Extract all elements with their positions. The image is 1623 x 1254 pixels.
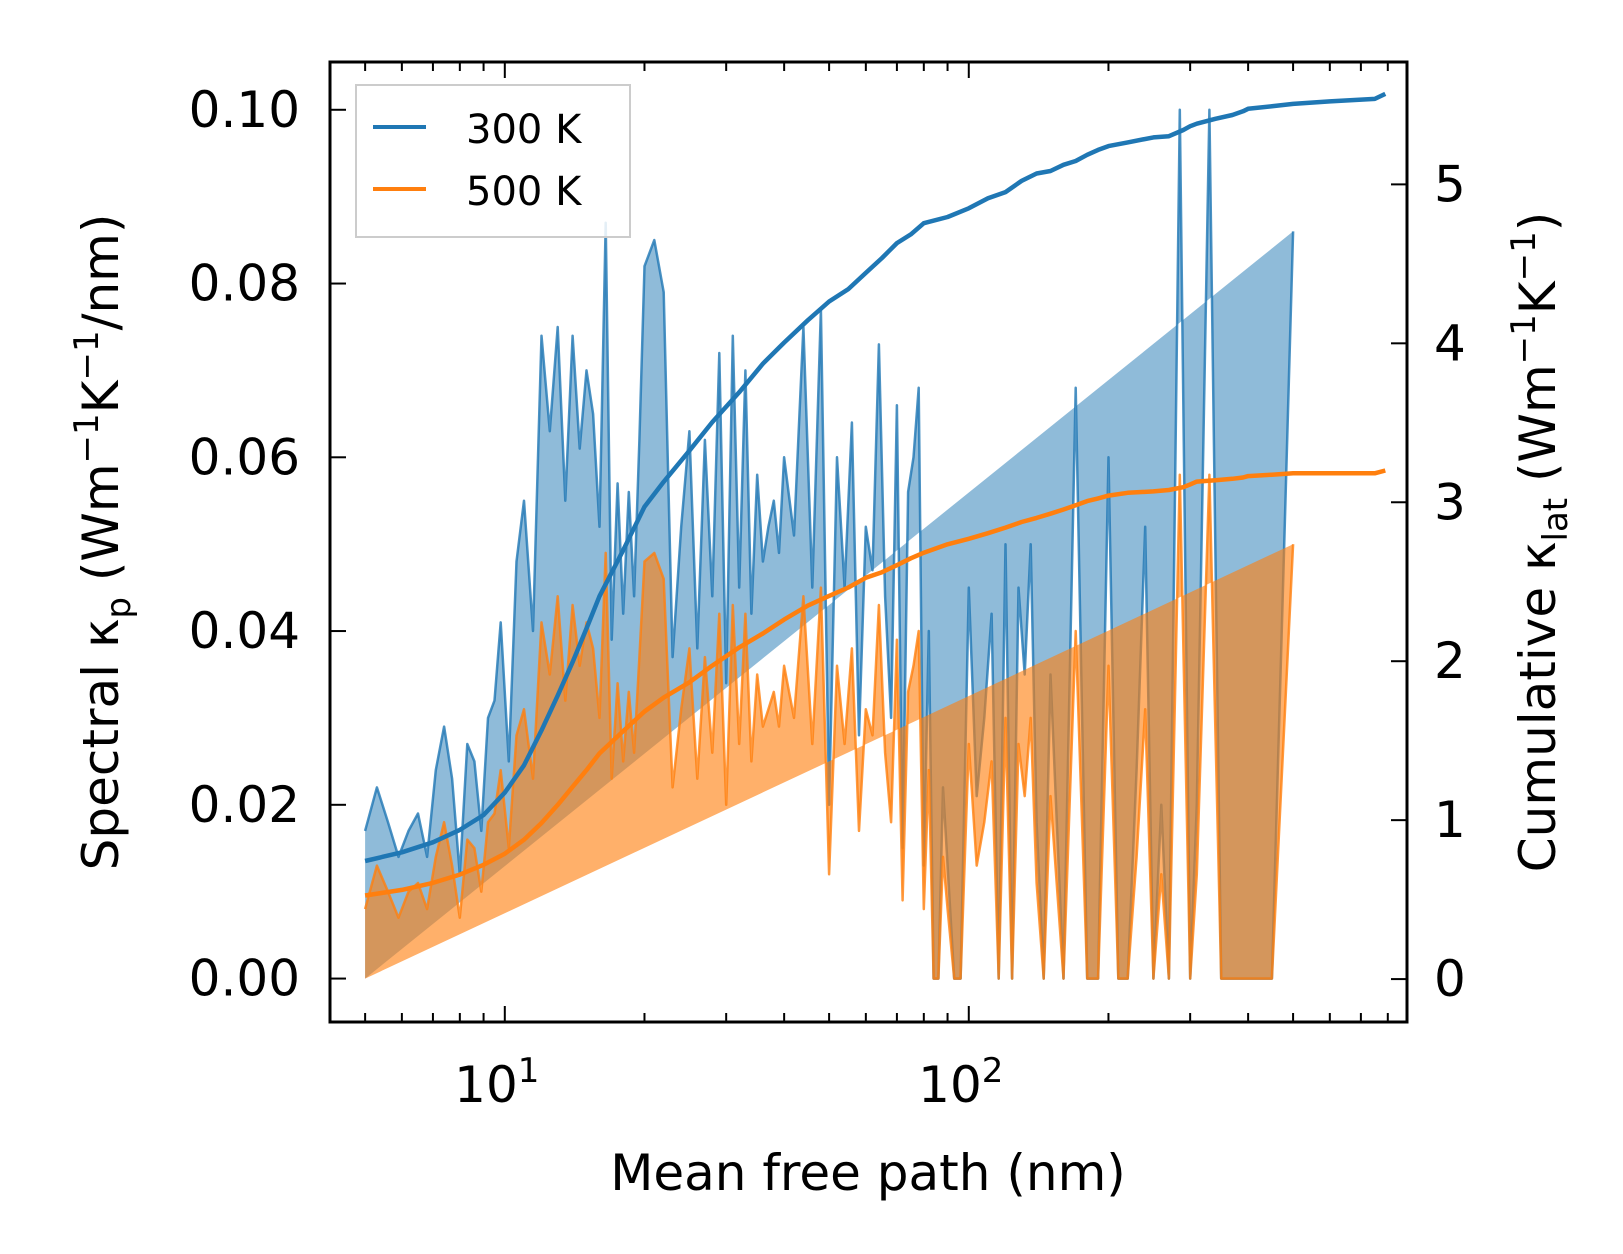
plot-area bbox=[363, 91, 1387, 980]
x-axis-label: Mean free path (nm) bbox=[610, 1144, 1126, 1202]
legend-label-500k: 500 K bbox=[466, 169, 583, 215]
y-right-tick-label: 4 bbox=[1434, 314, 1466, 372]
y-right-tick-label: 3 bbox=[1434, 473, 1466, 531]
x-tick-label: 102 bbox=[918, 1051, 1003, 1114]
spectral-area-500k bbox=[365, 474, 1294, 979]
cumulative-line-300k bbox=[364, 91, 1387, 864]
x-axis: 101 102 bbox=[364, 62, 1389, 1114]
y-right-tick-label: 1 bbox=[1434, 791, 1466, 849]
y-right-tick-label: 5 bbox=[1434, 155, 1466, 213]
x-tick-label-base: 10 bbox=[918, 1056, 982, 1114]
y-left-tick-label: 0.06 bbox=[189, 428, 300, 486]
y-axis-left-label-text: Spectral κp (Wm−1K−1/nm) bbox=[67, 214, 139, 871]
y-right-tick-label: 2 bbox=[1434, 632, 1466, 690]
cumulative-line-500k bbox=[364, 468, 1386, 898]
y-axis-right: 0 1 2 3 4 5 bbox=[1391, 155, 1466, 1008]
x-tick-label-exponent: 1 bbox=[518, 1051, 540, 1091]
y-axis-right-label: Cumulative κlat (Wm−1K−1) bbox=[1504, 212, 1576, 872]
legend-label-300k: 300 K bbox=[466, 107, 583, 153]
y-axis-left-label: Spectral κp (Wm−1K−1/nm) bbox=[67, 214, 139, 871]
y-axis-right-label-text: Cumulative κlat (Wm−1K−1) bbox=[1504, 212, 1576, 872]
axes-frame bbox=[328, 60, 1409, 1024]
x-tick-label-base: 10 bbox=[454, 1056, 518, 1114]
y-axis-left: 0.00 0.02 0.04 0.06 0.08 0.10 bbox=[189, 81, 346, 1008]
y-left-tick-label: 0.08 bbox=[189, 255, 300, 313]
y-left-tick-label: 0.00 bbox=[189, 950, 300, 1008]
legend: 300 K 500 K bbox=[355, 84, 631, 238]
y-left-tick-label: 0.02 bbox=[189, 776, 300, 834]
spectral-line-500k bbox=[363, 473, 1295, 980]
legend-box bbox=[355, 84, 631, 238]
y-right-tick-label: 0 bbox=[1434, 950, 1466, 1008]
x-tick-label-exponent: 2 bbox=[982, 1051, 1004, 1091]
x-tick-label: 101 bbox=[454, 1051, 539, 1114]
y-left-tick-label: 0.10 bbox=[189, 81, 300, 139]
y-left-tick-label: 0.04 bbox=[189, 602, 300, 660]
